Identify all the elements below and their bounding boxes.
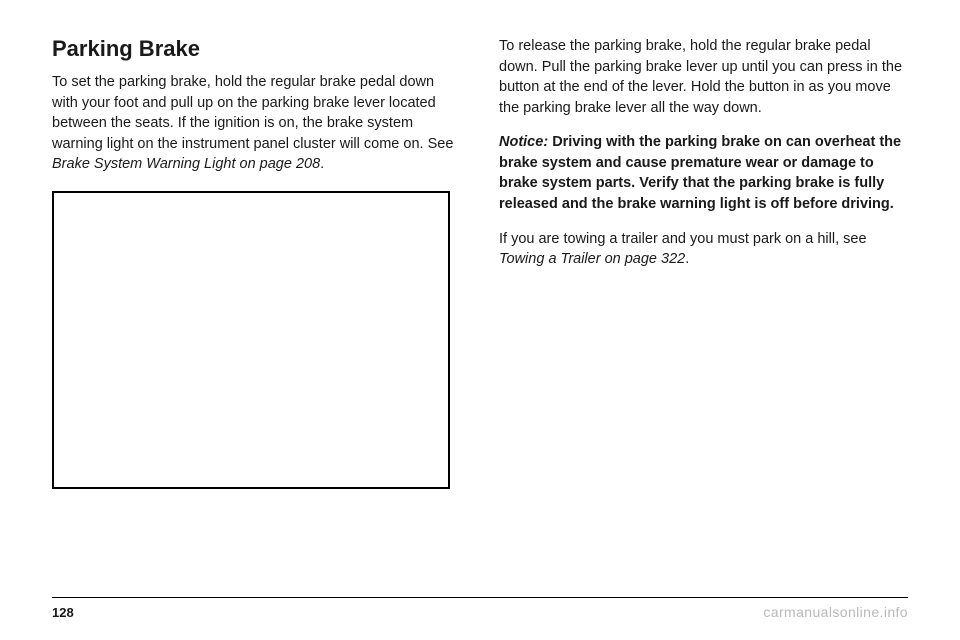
right-paragraph-notice: Notice: Driving with the parking brake o… [499, 132, 908, 214]
content-columns: Parking Brake To set the parking brake, … [52, 36, 908, 489]
left-p1-text: To set the parking brake, hold the regul… [52, 74, 453, 152]
footer-line: 128 carmanualsonline.info [52, 597, 908, 620]
right-paragraph-3: If you are towing a trailer and you must… [499, 229, 908, 270]
left-paragraph-1: To set the parking brake, hold the regul… [52, 72, 461, 175]
notice-body: Driving with the parking brake on can ov… [499, 134, 901, 212]
left-column: Parking Brake To set the parking brake, … [52, 36, 461, 489]
page-number: 128 [52, 605, 74, 620]
notice-label: Notice: [499, 134, 548, 150]
right-p3-text: If you are towing a trailer and you must… [499, 231, 867, 247]
left-p1-tail: . [320, 156, 324, 172]
section-title: Parking Brake [52, 36, 461, 62]
right-column: To release the parking brake, hold the r… [499, 36, 908, 489]
watermark-text: carmanualsonline.info [763, 604, 908, 620]
manual-page: Parking Brake To set the parking brake, … [0, 0, 960, 640]
right-p3-tail: . [685, 251, 689, 267]
page-footer: 128 carmanualsonline.info [52, 597, 908, 620]
parking-brake-figure [52, 191, 450, 489]
ref-towing-trailer: Towing a Trailer on page 322 [499, 251, 685, 267]
right-paragraph-1: To release the parking brake, hold the r… [499, 36, 908, 118]
ref-brake-warning-light: Brake System Warning Light on page 208 [52, 156, 320, 172]
